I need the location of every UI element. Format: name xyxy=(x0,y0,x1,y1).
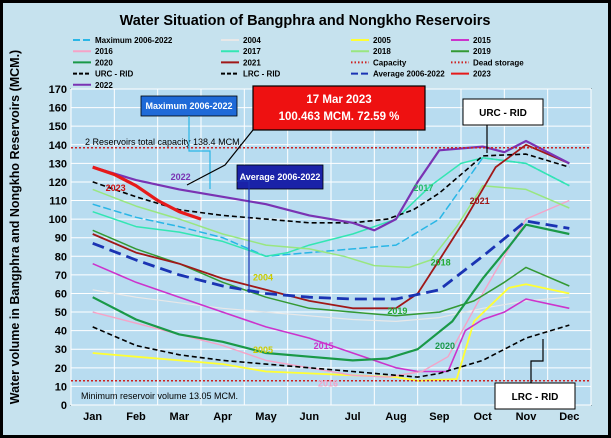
series-2023 xyxy=(92,165,202,221)
x-tick-label-dec: Dec xyxy=(559,411,579,423)
legend-label-2021: 2021 xyxy=(243,58,261,67)
x-tick-label-jul: Jul xyxy=(345,411,361,423)
inline-label-2021: 2021 xyxy=(470,196,490,206)
legend-label-2020: 2020 xyxy=(95,58,113,67)
headline-box xyxy=(252,85,426,131)
max-box-label: Maximum 2006-2022 xyxy=(145,101,232,111)
y-tick-label: 60 xyxy=(55,288,67,300)
series-average-2006-2022 xyxy=(92,219,570,301)
y-tick-label: 140 xyxy=(49,140,67,152)
series-2020 xyxy=(92,223,570,362)
series-urc-rid xyxy=(92,153,570,224)
legend-label-2016: 2016 xyxy=(95,47,113,56)
legend-label-2023: 2023 xyxy=(473,70,491,79)
x-tick-label-jun: Jun xyxy=(300,411,320,423)
reservoir-chart: Water Situation of Bangphra and Nongkho … xyxy=(8,13,592,423)
legend-label-capacity: Capacity xyxy=(373,58,407,67)
y-tick-label: 160 xyxy=(49,103,67,115)
lrc-box xyxy=(494,382,576,410)
legend-label-urc-rid: URC - RID xyxy=(95,70,133,79)
series-2018 xyxy=(92,184,570,269)
inline-label-2015: 2015 xyxy=(314,341,334,351)
y-tick-label: 30 xyxy=(55,344,67,356)
inline-label-2004: 2004 xyxy=(253,272,273,282)
y-axis-ticks: 0 10 20 30 40 50 60 70 80 90 100 110 120 130 140 150 160… xyxy=(49,84,67,412)
legend-label-lrc-rid: LRC - RID xyxy=(243,70,281,79)
x-tick-label-feb: Feb xyxy=(126,411,146,423)
x-tick-label-apr: Apr xyxy=(213,411,233,423)
legend-label-2005: 2005 xyxy=(373,36,391,45)
x-tick-label-mar: Mar xyxy=(170,411,190,423)
y-tick-label: 90 xyxy=(55,233,67,245)
legend-label-2015: 2015 xyxy=(473,36,491,45)
headline-date: 17 Mar 2023 xyxy=(306,94,371,106)
legend-label-maximum-2006-2022: Maximum 2006-2022 xyxy=(95,36,173,45)
x-tick-label-jan: Jan xyxy=(83,411,102,423)
inline-label-2017: 2017 xyxy=(413,183,433,193)
legend-label-dead-storage: Dead storage xyxy=(473,58,524,67)
legend: Maximum 2006-2022 2004 2005 2015 2016 2017 201… xyxy=(73,36,524,90)
legend-label-2004: 2004 xyxy=(243,36,261,45)
legend-label-2018: 2018 xyxy=(373,47,391,56)
x-tick-label-aug: Aug xyxy=(385,411,406,423)
avg-box xyxy=(236,164,324,190)
annotations: 2 Reservoirs total capacity 138.4 MCM. M… xyxy=(81,85,576,410)
avg-arrow xyxy=(237,180,250,293)
x-tick-label-oct: Oct xyxy=(473,411,492,423)
legend-label-2022: 2022 xyxy=(95,81,113,90)
avg-box-label: Average 2006-2022 xyxy=(240,172,321,182)
urc-box xyxy=(462,98,544,126)
headline-arrow xyxy=(186,129,254,186)
inline-labels: 2023 2022 2017 2021 2018 2004 2019 2020 2015 2005… xyxy=(106,172,490,388)
inline-label-2005: 2005 xyxy=(253,345,273,355)
legend-label-2017: 2017 xyxy=(243,47,261,56)
inline-label-2019: 2019 xyxy=(387,306,407,316)
legend-label-average-2006-2022: Average 2006-2022 xyxy=(373,70,445,79)
y-tick-label: 0 xyxy=(61,400,67,412)
inline-label-2016: 2016 xyxy=(318,378,338,388)
headline-value: 100.463 MCM. 72.59 % xyxy=(279,111,400,123)
chart-title: Water Situation of Bangphra and Nongkho … xyxy=(120,13,491,29)
inline-label-2018: 2018 xyxy=(431,258,451,268)
inline-label-2023: 2023 xyxy=(106,183,126,193)
capacity-note: 2 Reservoirs total capacity 138.4 MCM. xyxy=(85,137,242,147)
series-2015 xyxy=(92,262,570,373)
y-tick-label: 130 xyxy=(49,158,67,170)
series-lrc-rid xyxy=(92,324,570,378)
series-2022 xyxy=(92,139,570,232)
urc-box-label: URC - RID xyxy=(479,108,527,119)
x-axis-ticks: Jan Feb Mar Apr May Jun Jul Aug Sep Oct Nov Dec xyxy=(83,411,579,423)
x-tick-label-may: May xyxy=(255,411,277,423)
dead-storage-note: Minimum reservoir volume 13.05 MCM. xyxy=(81,391,238,401)
legend-label-2019: 2019 xyxy=(473,47,491,56)
y-tick-label: 40 xyxy=(55,326,67,338)
y-tick-label: 10 xyxy=(55,381,67,393)
y-tick-label: 100 xyxy=(49,214,67,226)
x-tick-label-nov: Nov xyxy=(516,411,538,423)
inline-label-2020: 2020 xyxy=(435,341,455,351)
y-tick-label: 20 xyxy=(55,363,67,375)
y-tick-label: 120 xyxy=(49,177,67,189)
inline-label-2022: 2022 xyxy=(171,172,191,182)
max-arrow xyxy=(188,116,211,189)
y-tick-label: 150 xyxy=(49,121,67,133)
series-lines xyxy=(71,139,591,382)
y-tick-label: 50 xyxy=(55,307,67,319)
x-tick-label-sep: Sep xyxy=(429,411,449,423)
y-tick-label: 170 xyxy=(49,84,67,96)
y-tick-label: 80 xyxy=(55,251,67,263)
y-axis-label: Water volume in Bangphra and Nongkho Res… xyxy=(8,50,22,404)
lrc-box-label: LRC - RID xyxy=(512,392,559,403)
lrc-arrow xyxy=(530,339,544,383)
y-tick-label: 110 xyxy=(49,196,67,208)
series-2021 xyxy=(92,143,570,310)
y-tick-label: 70 xyxy=(55,270,67,282)
